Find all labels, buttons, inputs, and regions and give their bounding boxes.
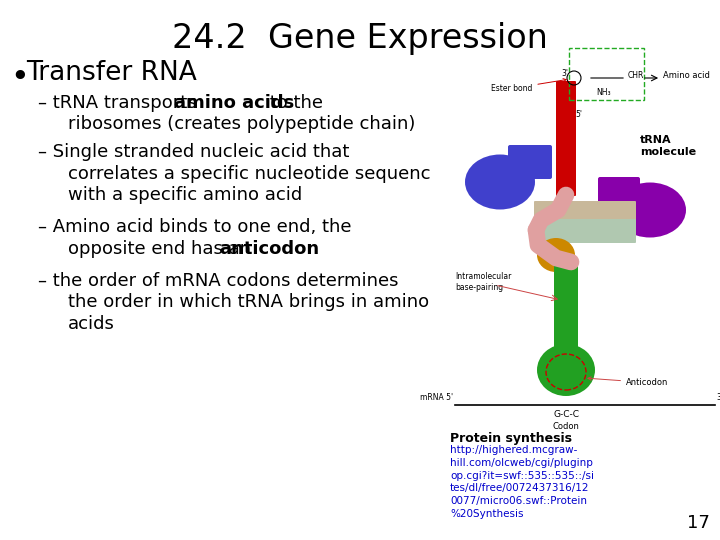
FancyBboxPatch shape bbox=[556, 81, 576, 196]
Text: ribosomes (creates polypeptide chain): ribosomes (creates polypeptide chain) bbox=[68, 116, 415, 133]
Text: NH₃: NH₃ bbox=[596, 88, 611, 97]
FancyBboxPatch shape bbox=[508, 145, 552, 179]
Text: G-C-C: G-C-C bbox=[553, 410, 579, 419]
Text: 3': 3' bbox=[562, 69, 569, 78]
Text: Amino acid: Amino acid bbox=[663, 71, 710, 79]
Ellipse shape bbox=[465, 154, 535, 210]
Text: •: • bbox=[10, 62, 29, 93]
Text: anticodon: anticodon bbox=[219, 240, 319, 258]
Text: opposite end has an: opposite end has an bbox=[68, 240, 257, 258]
Text: – tRNA transports: – tRNA transports bbox=[38, 94, 202, 112]
Ellipse shape bbox=[614, 183, 686, 238]
Text: http://highered.mcgraw-
hill.com/olcweb/cgi/pluginp
op.cgi?it=swf::535::535::/si: http://highered.mcgraw- hill.com/olcweb/… bbox=[450, 445, 594, 519]
Text: to the: to the bbox=[264, 94, 323, 112]
Text: 3': 3' bbox=[716, 393, 720, 402]
Text: – Single stranded nucleic acid that: – Single stranded nucleic acid that bbox=[38, 143, 349, 161]
Text: the order in which tRNA brings in amino: the order in which tRNA brings in amino bbox=[68, 293, 429, 312]
Text: – the order of mRNA codons determines: – the order of mRNA codons determines bbox=[38, 272, 398, 290]
Text: acids: acids bbox=[68, 315, 115, 333]
Ellipse shape bbox=[537, 238, 575, 272]
Text: – Amino acid binds to one end, the: – Amino acid binds to one end, the bbox=[38, 218, 351, 237]
Text: 24.2  Gene Expression: 24.2 Gene Expression bbox=[172, 22, 548, 55]
Text: amino acids: amino acids bbox=[174, 94, 294, 112]
FancyBboxPatch shape bbox=[534, 219, 636, 243]
FancyBboxPatch shape bbox=[534, 201, 636, 225]
Text: Protein synthesis: Protein synthesis bbox=[450, 432, 572, 445]
Text: correlates a specific nucleotide sequenc: correlates a specific nucleotide sequenc bbox=[68, 165, 431, 183]
Text: CHR: CHR bbox=[628, 71, 644, 79]
Text: mRNA 5': mRNA 5' bbox=[420, 393, 453, 402]
Text: 5': 5' bbox=[575, 110, 582, 119]
Ellipse shape bbox=[537, 344, 595, 396]
FancyBboxPatch shape bbox=[598, 177, 640, 209]
Text: tRNA
molecule: tRNA molecule bbox=[640, 135, 696, 157]
FancyBboxPatch shape bbox=[554, 259, 578, 351]
Text: 17: 17 bbox=[687, 514, 710, 532]
Text: Intramolecular
base-pairing: Intramolecular base-pairing bbox=[455, 272, 511, 292]
Text: Transfer RNA: Transfer RNA bbox=[26, 60, 197, 86]
Text: Codon: Codon bbox=[552, 422, 580, 431]
Text: with a specific amino acid: with a specific amino acid bbox=[68, 186, 302, 204]
Text: Ester bond: Ester bond bbox=[491, 79, 566, 93]
Text: Anticodon: Anticodon bbox=[588, 377, 668, 387]
